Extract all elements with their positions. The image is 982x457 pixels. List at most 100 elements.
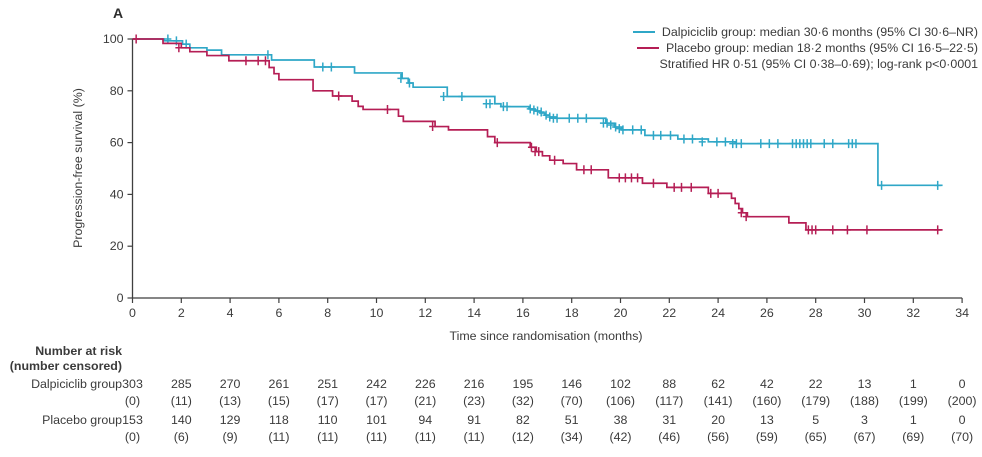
- svg-text:26: 26: [760, 306, 774, 320]
- at-risk-count: 242: [366, 377, 387, 391]
- at-risk-count: 94: [418, 413, 433, 427]
- at-risk-count: 88: [662, 377, 677, 391]
- svg-text:16: 16: [516, 306, 530, 320]
- censored-count: (59): [755, 430, 778, 444]
- svg-text:60: 60: [110, 136, 124, 150]
- svg-text:80: 80: [110, 84, 124, 98]
- censored-count: (141): [703, 394, 733, 408]
- censored-count: (46): [658, 430, 681, 444]
- risk-table-subtitle: (number censored): [9, 359, 122, 373]
- risk-table-title: Number at risk: [35, 344, 122, 358]
- placebo-line-swatch: [636, 47, 659, 49]
- svg-text:32: 32: [906, 306, 920, 320]
- censored-count: (13): [219, 394, 242, 408]
- censored-count: (6): [173, 430, 189, 444]
- at-risk-count: 101: [366, 413, 387, 427]
- at-risk-count: 62: [711, 377, 725, 391]
- censored-count: (34): [560, 430, 583, 444]
- at-risk-count: 140: [170, 413, 192, 427]
- at-risk-count: 118: [269, 413, 289, 427]
- at-risk-count: 251: [317, 377, 339, 391]
- at-risk-count: 82: [515, 413, 530, 427]
- censored-count: (69): [902, 430, 925, 444]
- risk-row-label-placebo: Placebo group: [42, 413, 122, 427]
- legend-label-dalpiciclib: Dalpiciclib group: median 30·6 months (9…: [661, 25, 978, 39]
- svg-text:12: 12: [418, 306, 432, 320]
- censored-count: (21): [414, 394, 437, 408]
- at-risk-count: 3: [861, 413, 868, 427]
- svg-text:14: 14: [467, 306, 481, 320]
- censored-count: (32): [511, 394, 534, 408]
- risk-row-label-dalpiciclib: Dalpiciclib group: [31, 377, 122, 391]
- dalpiciclib-line-swatch: [632, 31, 655, 33]
- svg-text:0: 0: [129, 306, 136, 320]
- legend-item-placebo: Placebo group: median 18·2 months (95% C…: [633, 40, 978, 56]
- censored-count: (199): [898, 394, 928, 408]
- at-risk-count: 285: [170, 377, 192, 391]
- censored-count: (12): [511, 430, 534, 444]
- censored-count: (9): [222, 430, 238, 444]
- at-risk-count: 13: [857, 377, 872, 391]
- at-risk-count: 303: [122, 377, 143, 391]
- at-risk-count: 261: [268, 377, 290, 391]
- legend-label-placebo: Placebo group: median 18·2 months (95% C…: [665, 41, 978, 55]
- at-risk-count: 195: [512, 377, 534, 391]
- censored-count: (200): [947, 394, 977, 408]
- at-risk-count: 91: [467, 413, 481, 427]
- at-risk-count: 0: [958, 413, 966, 427]
- at-risk-count: 216: [463, 377, 485, 391]
- at-risk-count: 1: [909, 377, 917, 391]
- svg-text:24: 24: [711, 306, 725, 320]
- at-risk-count: 22: [808, 377, 823, 391]
- at-risk-count: 38: [613, 413, 628, 427]
- censored-count: (17): [316, 394, 339, 408]
- censored-count: (106): [606, 394, 635, 408]
- svg-text:2: 2: [178, 306, 185, 320]
- censored-count: (117): [655, 394, 684, 408]
- censored-count: (160): [752, 394, 782, 408]
- at-risk-count: 226: [414, 377, 436, 391]
- censored-count: (11): [414, 430, 436, 444]
- svg-text:8: 8: [324, 306, 331, 320]
- censored-count: (17): [365, 394, 388, 408]
- x-axis-title: Time since randomisation (months): [449, 329, 643, 343]
- svg-text:4: 4: [227, 306, 234, 320]
- legend: Dalpiciclib group: median 30·6 months (9…: [632, 24, 978, 72]
- censored-count: (56): [707, 430, 730, 444]
- at-risk-count: 146: [561, 377, 583, 391]
- censored-count: (188): [850, 394, 879, 408]
- at-risk-count: 153: [122, 413, 143, 427]
- censored-count: (70): [951, 430, 974, 444]
- censored-count: (15): [267, 394, 290, 408]
- censored-count: (42): [609, 430, 632, 444]
- legend-item-dalpiciclib: Dalpiciclib group: median 30·6 months (9…: [632, 24, 978, 40]
- at-risk-count: 42: [759, 377, 774, 391]
- at-risk-count: 1: [909, 413, 917, 427]
- at-risk-count: 20: [711, 413, 725, 427]
- svg-text:20: 20: [614, 306, 628, 320]
- at-risk-count: 270: [219, 377, 241, 391]
- at-risk-count: 110: [317, 413, 338, 427]
- censored-count: (0): [124, 394, 141, 408]
- at-risk-count: 31: [662, 413, 677, 427]
- svg-text:0: 0: [117, 291, 124, 305]
- svg-text:30: 30: [858, 306, 872, 320]
- svg-text:28: 28: [809, 306, 823, 320]
- censored-count: (11): [365, 430, 388, 444]
- svg-text:18: 18: [565, 306, 579, 320]
- at-risk-count: 129: [219, 413, 241, 427]
- stratified-hr-annotation: Stratified HR 0·51 (95% CI 0·38–0·69); l…: [659, 57, 978, 71]
- censored-count: (70): [560, 394, 583, 408]
- svg-text:6: 6: [275, 306, 282, 320]
- censored-count: (67): [853, 430, 876, 444]
- censored-count: (11): [268, 430, 290, 444]
- censored-count: (179): [801, 394, 831, 408]
- y-axis-title: Progression-free survival (%): [71, 88, 85, 248]
- censored-count: (11): [317, 430, 339, 444]
- panel-label: A: [113, 5, 124, 21]
- svg-text:40: 40: [110, 187, 124, 201]
- at-risk-count: 13: [759, 413, 774, 427]
- censored-count: (23): [463, 394, 486, 408]
